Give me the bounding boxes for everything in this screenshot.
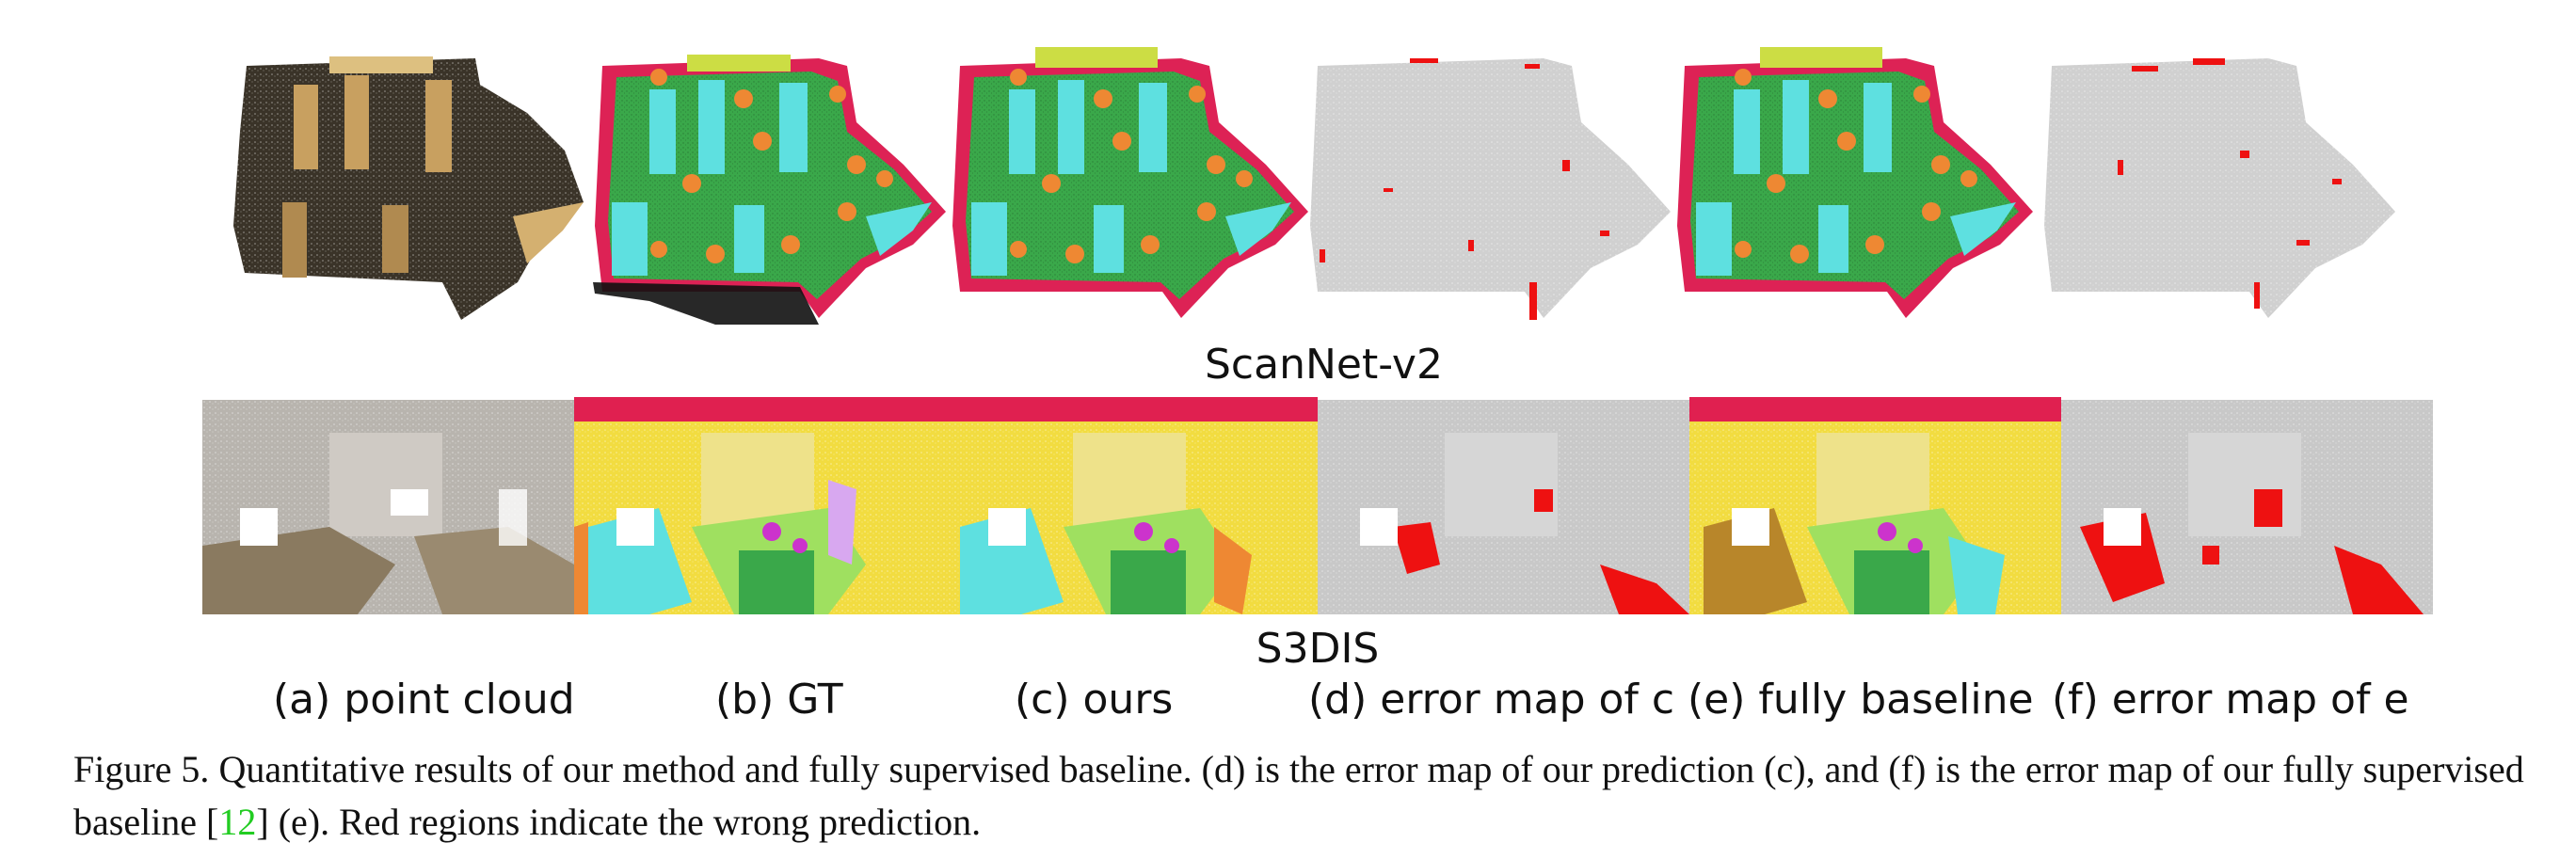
scannet-label: ScanNet-v2 xyxy=(1205,341,1443,389)
col-label-error-map-e: (f) error map of e xyxy=(2052,676,2409,724)
figure-caption: Figure 5. Quantitative results of our me… xyxy=(73,743,2558,849)
s3dis-point-cloud xyxy=(202,400,574,614)
s3dis-gt xyxy=(574,397,946,614)
scannet-error-map-baseline xyxy=(2044,58,2395,318)
s3dis-label: S3DIS xyxy=(1256,625,1380,673)
s3dis-error-map-baseline xyxy=(2061,400,2433,614)
scannet-point-cloud xyxy=(233,56,584,320)
col-label-gt: (b) GT xyxy=(715,676,843,724)
s3dis-fully-baseline xyxy=(1689,397,2061,614)
col-label-error-map-c: (d) error map of c xyxy=(1308,676,1675,724)
scannet-error-map-ours xyxy=(1310,58,1671,320)
caption-text-part1: Quantitative results of our method and f… xyxy=(73,748,2524,843)
citation-link[interactable]: 12 xyxy=(218,801,257,843)
scannet-fully-baseline xyxy=(1677,47,2033,318)
caption-label: Figure 5. xyxy=(73,748,210,790)
caption-text-part2: ] (e). Red regions indicate the wrong pr… xyxy=(256,801,982,843)
col-label-point-cloud: (a) point cloud xyxy=(273,676,575,724)
scannet-ours xyxy=(952,47,1308,318)
s3dis-error-map-ours xyxy=(1318,400,1689,614)
s3dis-ours xyxy=(946,397,1318,614)
col-label-fully-baseline: (e) fully baseline xyxy=(1688,676,2034,724)
col-label-ours: (c) ours xyxy=(1015,676,1174,724)
scannet-gt xyxy=(593,55,946,325)
